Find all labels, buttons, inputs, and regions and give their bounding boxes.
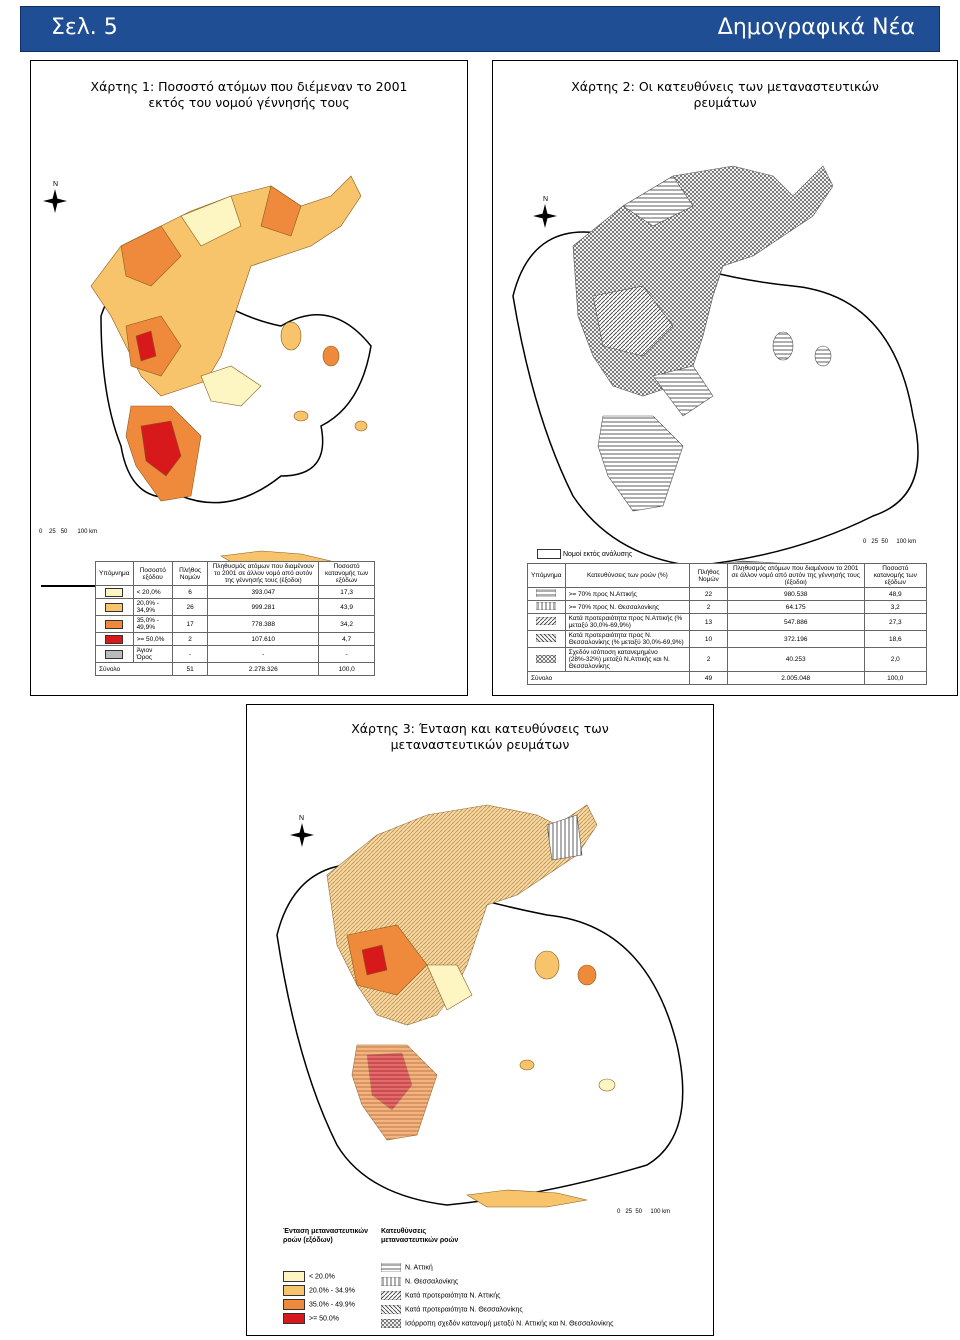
map2-legend-table: Υπόμνημα Κατευθύνσεις των ροών (%) Πλήθο… <box>526 563 928 685</box>
map1-title: Χάρτης 1: Ποσοστό ατόμων που διέμεναν το… <box>90 79 408 110</box>
intensity-legend-title: Ένταση μεταναστευτικών ροών (εξόδων) <box>283 1228 368 1244</box>
legend-item: Κατά προτεραιότητα Ν. Θεσσαλονίκης <box>381 1305 523 1314</box>
table-total-row: Σύνολο 51 2.278.326 100,0 <box>95 662 375 676</box>
table-row: >= 50,0% 2 107.610 4,7 <box>95 632 375 646</box>
map2-scale: 0 25 50 100 km <box>863 539 917 545</box>
north-arrow-icon <box>290 823 314 847</box>
legend-item: Ισόρροπη σχεδόν κατανομή μεταξύ Ν. Αττικ… <box>381 1319 613 1328</box>
table-row: Σχεδόν ισόποση κατανεμημένο (28%-32%) με… <box>527 647 928 672</box>
table-row: Κατά προτεραιότητα προς Ν. Θεσσαλονίκης … <box>527 630 928 648</box>
legend-item: 35.0% - 49.9% <box>283 1299 355 1310</box>
map1-scale: 0 25 50 100 km <box>39 529 98 535</box>
map2-title: Χάρτης 2: Οι κατευθύνεις των μεταναστευτ… <box>571 79 879 110</box>
map1-panel: Χάρτης 1: Ποσοστό ατόμων που διέμεναν το… <box>30 60 468 696</box>
table-total-row: Σύνολο 49 2.005.048 100,0 <box>526 671 928 685</box>
map2-panel: Χάρτης 2: Οι κατευθύνεις των μεταναστευτ… <box>492 60 958 696</box>
north-arrow-icon <box>43 189 67 213</box>
table-row: >= 70% προς Ν. Θεσσαλονίκης 2 64.175 3,2 <box>527 600 928 614</box>
legend-item: >= 50.0% <box>283 1313 339 1324</box>
map2-greece-map: N <box>512 165 919 579</box>
map3-greece-map: N <box>276 804 684 1208</box>
newsletter-title: Δημογραφικά Νέα <box>717 15 915 40</box>
table-row: < 20,0% 6 393.047 17,3 <box>95 585 375 599</box>
legend-item: 20.0% - 34.9% <box>283 1285 355 1296</box>
legend-item: Ν. Θεσσαλονίκης <box>381 1277 458 1286</box>
table-row: 20,0% - 34,9% 26 999.281 43,9 <box>95 598 375 616</box>
table-row: Κατά προτεραιότητα προς Ν.Αττικής (% μετ… <box>527 613 928 631</box>
map1-greece-map: N <box>41 175 372 587</box>
table-row: 35,0% - 49,9% 17 778.388 34,2 <box>95 615 375 633</box>
map3-panel: Χάρτης 3: Ένταση και κατευθύνσεις των με… <box>246 704 714 1336</box>
map3-title: Χάρτης 3: Ένταση και κατευθύνσεις των με… <box>351 721 609 752</box>
map3-direction-legend: Κατευθύνσεις μεταναστευτικών ροών Ν. Αττ… <box>381 1227 711 1333</box>
page-header: Σελ. 5 Δημογραφικά Νέα <box>20 6 940 52</box>
legend-item: < 20.0% <box>283 1271 335 1282</box>
north-label: N <box>299 815 304 822</box>
table-row: Άγιον Όρος - - - <box>95 645 375 663</box>
legend-item: Κατά προτεραιότητα Ν. Αττικής <box>381 1291 501 1300</box>
legend-item: Ν. Αττική <box>381 1263 433 1272</box>
map1-legend-table: Υπόμνημα Ποσοστό εξόδου Πλήθος Νομών Πλη… <box>95 561 375 676</box>
north-label: N <box>53 181 58 188</box>
map3-scale: 0 25 50 100 km <box>617 1209 671 1215</box>
north-arrow-icon <box>533 204 557 228</box>
table-row: >= 70% προς Ν.Αττικής 22 980.538 48,9 <box>527 587 928 601</box>
map2-not-analysed: Νομοί εκτός ανάλυσης <box>537 549 632 559</box>
north-label: N <box>543 196 548 203</box>
direction-legend-title: Κατευθύνσεις μεταναστευτικών ροών <box>381 1228 459 1244</box>
map3-intensity-legend: Ένταση μεταναστευτικών ροών (εξόδων) < 2… <box>283 1227 383 1333</box>
page-number: Σελ. 5 <box>51 15 118 40</box>
